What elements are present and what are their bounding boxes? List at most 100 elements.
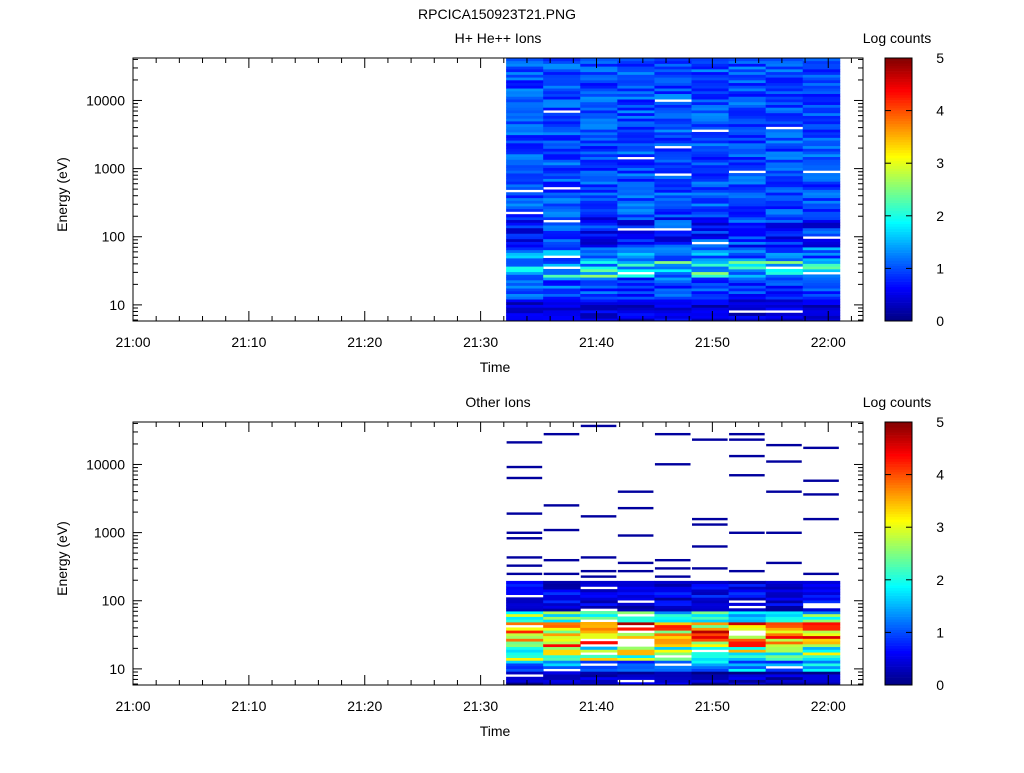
bottom-colorbar-segment (885, 456, 912, 460)
bottom-sparse-count (692, 545, 728, 548)
top-heatmap-cell (543, 271, 581, 275)
top-heatmap-cell (506, 121, 544, 125)
top-heatmap-cell (506, 288, 544, 292)
bottom-heatmap-cell (506, 652, 544, 656)
top-colorbar-segment (885, 226, 912, 230)
top-heatmap-cell (691, 115, 729, 119)
bottom-heatmap-cell (691, 586, 729, 590)
top-heatmap-cell (506, 93, 544, 97)
top-heatmap-cell (506, 181, 544, 185)
top-heatmap-cell (728, 255, 767, 259)
top-heatmap-cell (580, 186, 618, 190)
top-heatmap-cell (802, 299, 841, 303)
bottom-heatmap-cell (691, 602, 729, 606)
top-heatmap-cell (506, 208, 544, 212)
top-heatmap-cell (765, 164, 804, 168)
top-heatmap-cell (506, 236, 544, 240)
bottom-heatmap-cell (802, 638, 841, 642)
top-heatmap-cell (728, 290, 767, 294)
top-heatmap-cell (802, 123, 841, 127)
top-heatmap-cell (506, 131, 544, 136)
top-y-tick-label: 10 (109, 297, 125, 313)
top-heatmap-cell (506, 82, 544, 86)
top-heatmap-cell (765, 167, 804, 171)
bottom-heatmap-cell (617, 616, 655, 620)
top-heatmap-cell (765, 118, 804, 122)
top-heatmap-cell (765, 290, 804, 294)
top-heatmap-cell (765, 129, 804, 133)
bottom-heatmap-cell (506, 632, 544, 637)
bottom-heatmap-cell (802, 671, 841, 675)
top-heatmap-cell (506, 310, 544, 314)
top-colorbar-segment (885, 173, 912, 177)
top-heatmap-cell (543, 71, 581, 75)
top-heatmap-cell (580, 205, 618, 210)
bottom-x-tick-label: 22:00 (811, 698, 846, 714)
bottom-colorbar-segment (885, 616, 912, 620)
top-heatmap-cell (617, 60, 655, 64)
top-heatmap-cell (691, 66, 729, 70)
bottom-heatmap-cell (802, 608, 841, 612)
top-colorbar-segment (885, 165, 912, 169)
top-heatmap-cell (728, 96, 767, 100)
top-heatmap-cell (580, 118, 618, 122)
top-heatmap-cell (691, 310, 729, 314)
bottom-colorbar-segment (885, 532, 912, 536)
top-heatmap-cell (691, 205, 729, 210)
bottom-heatmap-cell (506, 649, 544, 653)
top-heatmap-cell (728, 137, 767, 141)
top-heatmap-cell (728, 296, 767, 300)
bottom-colorbar-segment (885, 474, 912, 478)
top-heatmap-cell (543, 290, 581, 294)
top-colorbar-segment (885, 123, 912, 127)
top-heatmap-cell (765, 60, 804, 64)
bottom-heatmap-cell (580, 646, 618, 650)
bottom-sparse-count (580, 424, 617, 428)
top-heatmap-cell (617, 274, 655, 278)
top-heatmap-cell (728, 208, 767, 212)
top-heatmap-cell (654, 236, 692, 240)
top-heatmap-cell (728, 238, 767, 242)
bottom-heatmap-cell (654, 643, 692, 648)
bottom-heatmap-cell (728, 597, 767, 601)
bottom-heatmap-cell (728, 613, 767, 617)
bottom-heatmap-cell (691, 638, 729, 642)
top-heatmap-cell (802, 222, 841, 226)
bottom-sparse-count (617, 506, 654, 510)
top-colorbar-segment (885, 234, 912, 238)
top-colorbar-segment (885, 284, 912, 288)
top-heatmap-cell (802, 118, 841, 122)
top-x-tick-label: 21:20 (347, 334, 382, 350)
bottom-colorbar-segment (885, 469, 912, 473)
top-heatmap-cell (654, 134, 692, 138)
top-heatmap-cell (543, 90, 581, 95)
bottom-heatmap-cell (506, 665, 544, 669)
top-heatmap-cell (765, 148, 804, 152)
top-heatmap-cell (617, 238, 655, 242)
top-colorbar-segment (885, 263, 912, 267)
top-heatmap-cell (765, 194, 804, 199)
top-colorbar-tick-label: 4 (936, 103, 944, 119)
top-heatmap-cell (728, 107, 767, 111)
bottom-heatmap-cell (765, 583, 804, 587)
top-heatmap-cell (543, 307, 581, 311)
bottom-heatmap-cell (654, 660, 692, 664)
top-heatmap-cell (802, 203, 841, 207)
top-heatmap-cell (543, 304, 581, 308)
top-heatmap-cell (691, 134, 729, 138)
bottom-heatmap-cell (506, 654, 544, 658)
top-heatmap-cell (580, 110, 618, 114)
top-heatmap-cell (580, 189, 618, 193)
bottom-colorbar-segment (885, 461, 912, 465)
top-heatmap-cell (506, 178, 544, 182)
top-colorbar-segment (885, 247, 912, 251)
top-heatmap-cell (728, 181, 767, 185)
top-heatmap-cell (802, 181, 841, 185)
top-heatmap-cell (802, 205, 841, 210)
top-heatmap-cell (654, 304, 692, 308)
top-heatmap-cell (691, 175, 729, 179)
top-colorbar-segment (885, 299, 912, 303)
top-heatmap-cell (506, 123, 544, 127)
top-heatmap-cell (765, 159, 804, 163)
